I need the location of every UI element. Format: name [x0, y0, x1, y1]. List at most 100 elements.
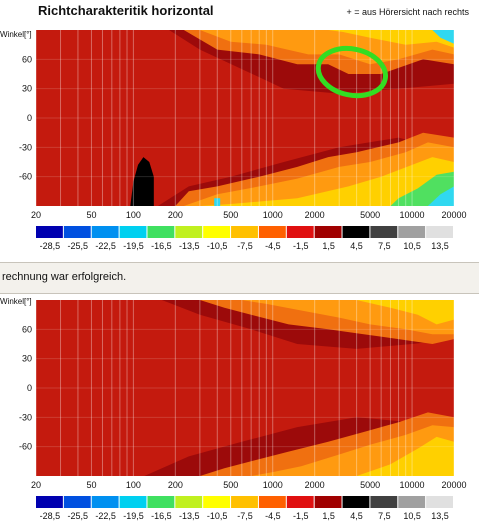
y-tick-label: -60 [19, 442, 32, 452]
y-tick-label: 0 [27, 113, 32, 123]
region-lower-yellow [356, 436, 454, 476]
heatmap-field [36, 30, 454, 206]
y-tick-label: -60 [19, 172, 32, 182]
region-upper-yellow [328, 30, 454, 48]
colorbar-tick-label: -22,5 [95, 241, 116, 251]
x-tick-label: 100 [126, 480, 141, 490]
colorbar-tick-label: -10,5 [207, 241, 228, 251]
colorbar-tick-label: -28,5 [40, 511, 61, 521]
x-tick-label: 100 [126, 210, 141, 220]
colorbar-swatch [147, 496, 175, 508]
colorbar-tick-label: -1,5 [293, 241, 309, 251]
colorbar-tick-label: 7,5 [378, 241, 391, 251]
colorbar-tick-label: 4,5 [350, 241, 363, 251]
colorbar-swatch [175, 226, 203, 238]
colorbar-tick-label: -4,5 [265, 511, 281, 521]
y-tick-label: 30 [22, 354, 32, 364]
x-tick-label: 2000 [305, 210, 325, 220]
x-tick-label: 5000 [360, 210, 380, 220]
colorbar [36, 496, 453, 508]
colorbar-tick-label: -13,5 [179, 241, 200, 251]
colorbar-tick-label: 13,5 [431, 241, 449, 251]
colorbar [36, 226, 453, 238]
region-upper-yellow [356, 300, 454, 325]
y-axis-label-top: Winkel[°] [0, 30, 32, 39]
colorbar-swatch [231, 496, 258, 508]
colorbar-tick-label: -7,5 [237, 511, 253, 521]
colorbar-tick-label: -7,5 [237, 241, 253, 251]
region-lower-yellow [199, 157, 454, 206]
y-tick-label: -30 [19, 142, 32, 152]
y-axis-label-bottom: Winkel[°] [0, 297, 32, 306]
gridlines [36, 300, 454, 476]
x-tick-label: 500 [223, 210, 238, 220]
colorbar-tick-label: -19,5 [123, 511, 144, 521]
x-tick-label: 20000 [441, 480, 466, 490]
highlight-circle [315, 45, 388, 99]
colorbar-tick-label: 4,5 [350, 511, 363, 521]
x-tick-label: 1000 [263, 210, 283, 220]
y-tick-label: -30 [19, 412, 32, 422]
colorbar-swatch [91, 496, 119, 508]
status-message: rechnung war erfolgreich. [2, 271, 127, 283]
colorbar-swatch [314, 226, 342, 238]
x-tick-label: 20000 [441, 210, 466, 220]
y-tick-label: 60 [22, 324, 32, 334]
heatmap-bottom: 60 30 0 -30 -60 20 50 100 200 500 1000 2000 5000 1000… [19, 300, 467, 521]
colorbar-tick-label: -16,5 [151, 241, 172, 251]
colorbar-swatch [63, 226, 91, 238]
colorbar-swatch [342, 226, 370, 238]
colorbar-tick-label: -25,5 [68, 511, 89, 521]
colorbar-tick-label: -10,5 [207, 511, 228, 521]
colorbar-tick-label: 13,5 [431, 511, 449, 521]
colorbar-swatch [203, 496, 231, 508]
heatmap-top: 60 30 0 -30 -60 20 50 100 200 500 1000 2000 5000 1000… [19, 30, 467, 251]
region-lower-cyan [427, 186, 454, 206]
region-upper-cyan [432, 30, 454, 44]
colorbar-tick-label: 7,5 [378, 511, 391, 521]
region-mid-red [36, 300, 454, 476]
x-tick-label: 10000 [400, 210, 425, 220]
x-tick-label: 1000 [263, 480, 283, 490]
y-tick-label: 0 [27, 383, 32, 393]
colorbar-tick-label: 10,5 [403, 241, 421, 251]
x-tick-label: 2000 [305, 480, 325, 490]
colorbar-tick-label: 10,5 [403, 511, 421, 521]
colorbar-tick-label: -4,5 [265, 241, 281, 251]
x-tick-label: 20 [31, 210, 41, 220]
colorbar-swatch [147, 226, 175, 238]
region-low-black [130, 157, 154, 206]
x-tick-label: 500 [223, 480, 238, 490]
colorbar-swatch [398, 496, 426, 508]
colorbar-swatch [119, 496, 147, 508]
orientation-note: + = aus Hörersicht nach rechts [346, 7, 469, 17]
gridlines [36, 30, 454, 206]
chart-title: Richtcharakteritik horizontal [38, 3, 214, 18]
colorbar-swatch [426, 226, 453, 238]
x-tick-label: 50 [86, 480, 96, 490]
region-low-cyan-spot [214, 198, 221, 206]
y-tick-label: 30 [22, 84, 32, 94]
colorbar-tick-label: -19,5 [123, 241, 144, 251]
colorbar-swatch [286, 226, 314, 238]
colorbar-swatch [286, 496, 314, 508]
colorbar-swatch [203, 226, 231, 238]
colorbar-swatch [91, 226, 119, 238]
colorbar-tick-label: -1,5 [293, 511, 309, 521]
x-tick-label: 5000 [360, 480, 380, 490]
x-tick-label: 50 [86, 210, 96, 220]
colorbar-swatch [258, 496, 286, 508]
x-tick-label: 20 [31, 480, 41, 490]
x-tick-label: 200 [168, 480, 183, 490]
heatmap-field [36, 300, 454, 476]
colorbar-tick-label: 1,5 [322, 241, 335, 251]
colorbar-tick-label: -28,5 [40, 241, 61, 251]
status-bar: rechnung war erfolgreich. [0, 262, 479, 294]
colorbar-swatch [342, 496, 370, 508]
colorbar-swatch [314, 496, 342, 508]
colorbar-swatch [370, 496, 398, 508]
colorbar-swatch [258, 226, 286, 238]
colorbar-swatch [36, 226, 63, 238]
colorbar-swatch [36, 496, 63, 508]
x-tick-label: 200 [168, 210, 183, 220]
